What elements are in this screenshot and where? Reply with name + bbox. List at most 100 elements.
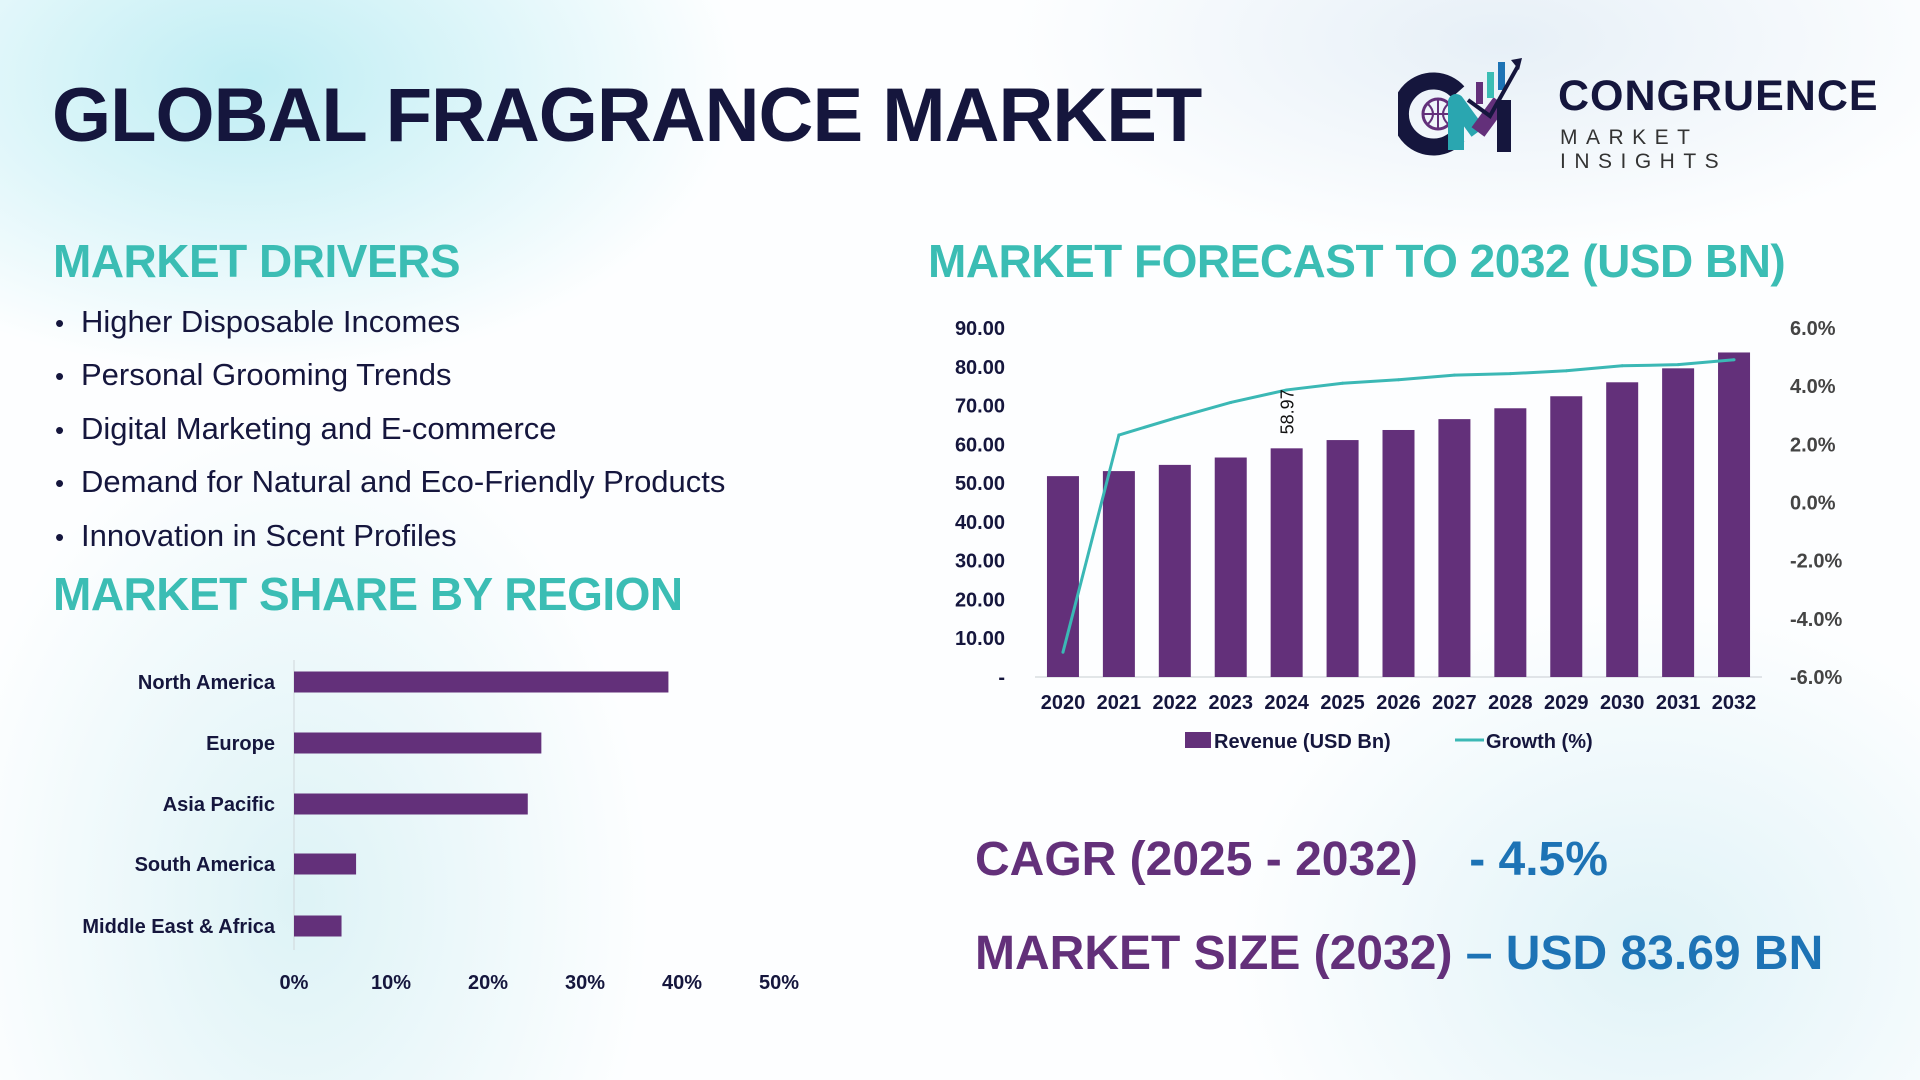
growth-point-2030 (1620, 364, 1624, 368)
market-size-value: – USD 83.69 BN (1465, 927, 1824, 980)
legend-revenue-swatch (1185, 732, 1211, 748)
growth-point-2029 (1564, 369, 1568, 373)
driver-text: Demand for Natural and Eco-Friendly Prod… (81, 464, 726, 500)
growth-point-2031 (1676, 363, 1680, 367)
forecast-x-tick: 2031 (1656, 692, 1701, 714)
growth-point-2028 (1508, 372, 1512, 376)
forecast-y-left-tick: 80.00 (955, 357, 1005, 379)
revenue-bar-2022 (1158, 464, 1191, 677)
forecast-y-left-tick: 40.00 (955, 512, 1005, 534)
region-bar-2 (294, 793, 528, 815)
forecast-y-left-tick: 10.00 (955, 628, 1005, 650)
driver-item: • Innovation in Scent Profiles (55, 512, 725, 565)
logo: CONGRUENCE MARKET INSIGHTS (1398, 52, 1878, 173)
revenue-bar-2026 (1382, 429, 1415, 677)
logo-mark-icon (1398, 58, 1522, 156)
cagr-label: CAGR (2025 - 2032) (975, 833, 1418, 886)
forecast-y-left-tick: 50.00 (955, 473, 1005, 495)
revenue-data-label: 58.97 (1278, 389, 1298, 434)
forecast-x-tick: 2020 (1041, 692, 1086, 714)
forecast-y-left-tick: 70.00 (955, 396, 1005, 418)
revenue-bar-2024 (1270, 448, 1303, 677)
forecast-heading: MARKET FORECAST TO 2032 (USD BN) (928, 235, 1786, 287)
growth-point-2025 (1341, 381, 1345, 385)
region-heading: MARKET SHARE BY REGION (53, 568, 683, 620)
forecast-y-left-tick: - (998, 667, 1005, 689)
growth-point-2024 (1285, 388, 1289, 392)
forecast-x-tick: 2027 (1432, 692, 1477, 714)
bullet-icon: • (55, 414, 65, 445)
legend-growth-label: Growth (%) (1486, 731, 1593, 753)
bullet-icon: • (55, 308, 65, 338)
forecast-y-right-tick: 0.0% (1790, 493, 1836, 515)
driver-item: • Personal Grooming Trends (55, 351, 725, 404)
driver-item: • Higher Disposable Incomes (55, 298, 725, 351)
region-x-tick: 20% (468, 972, 508, 994)
forecast-x-tick: 2023 (1208, 692, 1253, 714)
region-x-tick: 40% (662, 972, 702, 994)
forecast-x-tick: 2026 (1376, 692, 1421, 714)
revenue-bar-2032 (1718, 352, 1751, 677)
drivers-list: • Higher Disposable Incomes • Personal Gro… (55, 298, 725, 565)
logo-brand: CONGRUENCE (1558, 72, 1879, 120)
bullet-icon: • (55, 361, 65, 392)
forecast-x-tick: 2022 (1153, 692, 1198, 714)
forecast-y-right-tick: 4.0% (1790, 376, 1836, 398)
revenue-bar-2029 (1550, 396, 1583, 677)
driver-item: • Demand for Natural and Eco-Friendly Pro… (55, 458, 725, 511)
forecast-y-left-tick: 60.00 (955, 434, 1005, 456)
drivers-heading: MARKET DRIVERS (53, 235, 461, 287)
revenue-bar-2027 (1438, 419, 1471, 677)
forecast-y-left-tick: 20.00 (955, 589, 1005, 611)
forecast-x-tick: 2028 (1488, 692, 1533, 714)
forecast-x-tick: 2030 (1600, 692, 1645, 714)
cagr-value: - 4.5% (1469, 833, 1608, 886)
forecast-y-right-tick: -4.0% (1790, 609, 1842, 631)
driver-text: Higher Disposable Incomes (81, 304, 461, 339)
driver-item: • Digital Marketing and E-commerce (55, 405, 725, 458)
forecast-y-left-tick: 90.00 (955, 318, 1005, 340)
revenue-bar-2028 (1494, 408, 1527, 677)
forecast-x-tick: 2025 (1320, 692, 1365, 714)
revenue-bar-2025 (1326, 440, 1359, 677)
logo-tagline: MARKET INSIGHTS (1560, 126, 1728, 173)
region-x-tick: 0% (280, 972, 309, 994)
page-title: GLOBAL FRAGRANCE MARKET (52, 73, 1202, 158)
legend-revenue-label: Revenue (USD Bn) (1214, 731, 1391, 753)
forecast-x-tick: 2024 (1264, 692, 1309, 714)
bullet-icon: • (55, 468, 65, 499)
revenue-bar-2030 (1606, 382, 1639, 677)
forecast-x-tick: 2029 (1544, 692, 1589, 714)
region-x-tick: 50% (759, 972, 799, 994)
revenue-bar-2021 (1102, 471, 1135, 677)
region-label: Europe (206, 733, 275, 755)
revenue-bar-2031 (1662, 368, 1695, 677)
region-bar-0 (294, 671, 669, 693)
growth-point-2020 (1061, 650, 1065, 654)
growth-point-2027 (1452, 373, 1456, 377)
growth-point-2032 (1732, 358, 1736, 362)
bullet-icon: • (55, 521, 65, 552)
growth-point-2023 (1229, 400, 1233, 404)
forecast-x-tick: 2021 (1097, 692, 1142, 714)
market-size-label: MARKET SIZE (2032) (975, 927, 1453, 980)
driver-text: Digital Marketing and E-commerce (81, 410, 557, 446)
region-label: South America (135, 854, 276, 876)
forecast-y-right-tick: -2.0% (1790, 551, 1842, 573)
region-bar-1 (294, 732, 542, 754)
cagr-kpi: CAGR (2025 - 2032) - 4.5% (975, 832, 1608, 887)
region-label: Middle East & Africa (82, 916, 276, 938)
region-bar-4 (294, 915, 342, 937)
region-label: North America (138, 672, 276, 694)
region-bar-3 (294, 853, 357, 875)
growth-point-2021 (1117, 433, 1121, 437)
driver-text: Innovation in Scent Profiles (81, 517, 457, 553)
region-x-tick: 10% (371, 972, 411, 994)
driver-text: Personal Grooming Trends (81, 357, 452, 393)
growth-point-2026 (1397, 378, 1400, 382)
growth-point-2022 (1173, 416, 1177, 420)
revenue-bar-2023 (1214, 457, 1247, 677)
forecast-y-right-tick: 6.0% (1790, 318, 1836, 340)
